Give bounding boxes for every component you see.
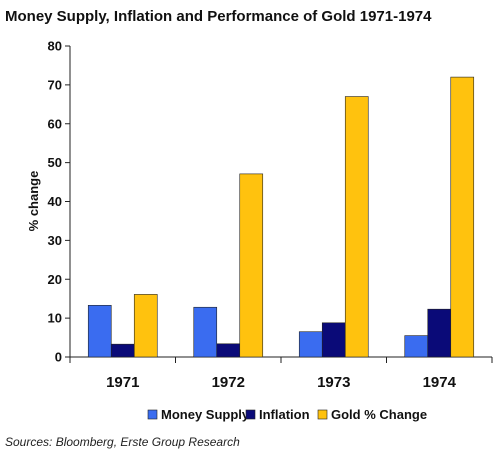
bar-gold-change-1974 bbox=[450, 76, 475, 358]
bar-inflation-1973 bbox=[321, 322, 346, 358]
legend-swatch bbox=[317, 409, 328, 420]
y-tick-label: 0 bbox=[55, 350, 62, 365]
x-tick-label: 1974 bbox=[423, 374, 457, 391]
bar-money-supply-1973 bbox=[298, 331, 323, 358]
y-axis-title: % change bbox=[26, 171, 41, 232]
legend-label: Inflation bbox=[259, 407, 310, 422]
source-note: Sources: Bloomberg, Erste Group Research bbox=[5, 435, 240, 449]
y-tick-label: 40 bbox=[48, 194, 62, 209]
y-axis: 0 10 20 30 40 50 60 70 80 bbox=[48, 39, 71, 365]
bar-inflation-1972 bbox=[216, 343, 241, 358]
y-tick-label: 80 bbox=[48, 39, 62, 54]
x-tick-label: 1972 bbox=[212, 374, 245, 391]
bars bbox=[87, 76, 475, 358]
bar-inflation-1971 bbox=[110, 343, 135, 358]
bar-money-supply-1971 bbox=[87, 304, 112, 358]
y-tick-label: 30 bbox=[48, 233, 62, 248]
x-axis: 1971 1972 1973 1974 bbox=[69, 356, 493, 391]
bar-money-supply-1972 bbox=[193, 306, 218, 358]
legend-label: Gold % Change bbox=[331, 407, 427, 422]
bar-inflation-1974 bbox=[427, 308, 452, 358]
y-tick-label: 10 bbox=[48, 311, 62, 326]
chart-title: Money Supply, Inflation and Performance … bbox=[5, 8, 432, 25]
y-tick-label: 20 bbox=[48, 272, 62, 287]
bar-gold-change-1972 bbox=[239, 173, 264, 358]
x-tick-label: 1973 bbox=[317, 374, 350, 391]
legend-swatch bbox=[147, 409, 158, 420]
x-tick-label: 1971 bbox=[106, 374, 139, 391]
legend: Money Supply Inflation Gold % Change bbox=[147, 407, 427, 422]
legend-label: Money Supply bbox=[161, 407, 250, 422]
y-tick-label: 60 bbox=[48, 116, 62, 131]
y-tick-label: 70 bbox=[48, 77, 62, 92]
y-tick-label: 50 bbox=[48, 155, 62, 170]
legend-swatch bbox=[245, 409, 256, 420]
bar-gold-change-1973 bbox=[344, 96, 369, 358]
bar-money-supply-1974 bbox=[404, 335, 429, 358]
bar-gold-change-1971 bbox=[133, 294, 158, 358]
